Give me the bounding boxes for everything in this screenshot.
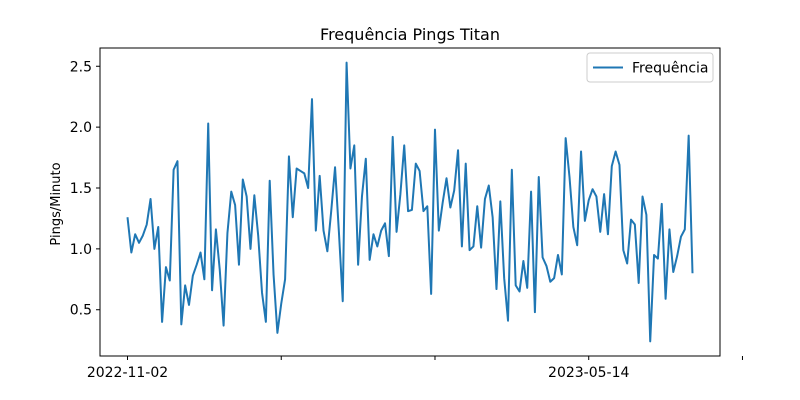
- y-tick-label: 1.0: [70, 242, 92, 258]
- legend-frame: [586, 52, 714, 83]
- legend-label: Frequência: [632, 61, 709, 77]
- x-tick-label: 2022-11-02: [87, 365, 168, 381]
- y-axis-title: Pings/Minuto: [49, 162, 64, 245]
- plot-area: 0.5 1.0 1.5 2.0 2.5 2022-11-02 2023-05-14: [70, 47, 743, 381]
- x-tick-label: 2023-05-14: [548, 365, 629, 381]
- y-tick-label: 2.5: [70, 59, 92, 75]
- y-tick-label: 1.5: [70, 181, 92, 197]
- plot-frame: [99, 47, 721, 357]
- chart-title: Frequência Pings Titan: [320, 25, 500, 44]
- series-line-frequencia: [126, 61, 694, 343]
- y-tick-label: 0.5: [70, 303, 92, 319]
- y-tick-label: 2.0: [70, 120, 92, 136]
- legend: Frequência: [586, 52, 714, 83]
